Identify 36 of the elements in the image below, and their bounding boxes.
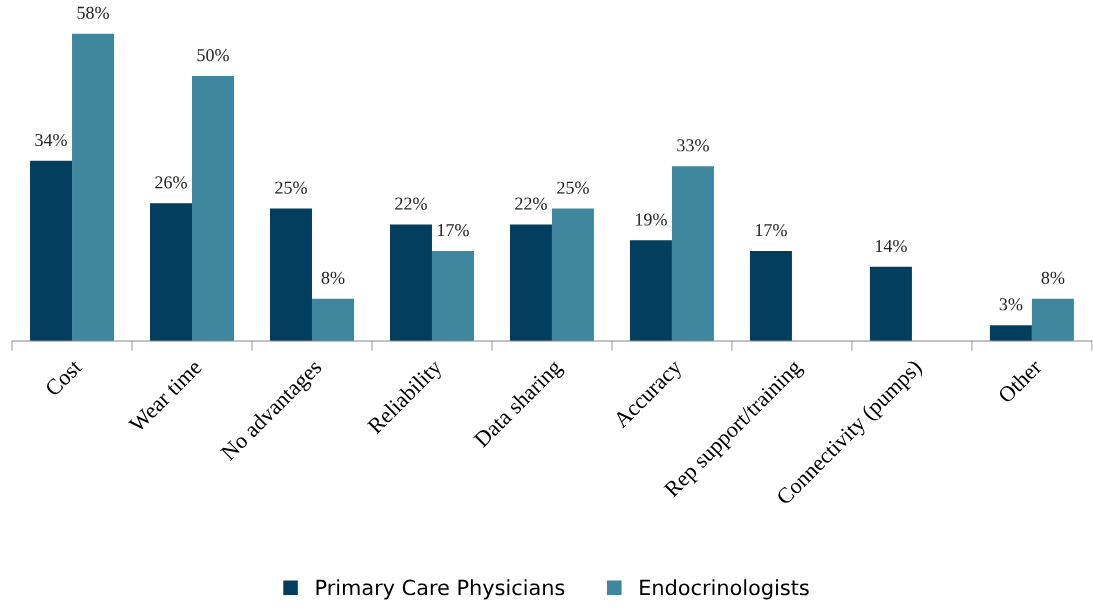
data-label: 17%: [755, 223, 787, 237]
data-label: 8%: [321, 271, 345, 284]
bar: [270, 208, 312, 342]
x-tick-label: Cost: [44, 358, 83, 397]
bar: [30, 160, 73, 342]
data-label: 19%: [636, 213, 667, 226]
bar: [509, 224, 552, 342]
bar: [629, 240, 672, 342]
bar: [72, 33, 115, 342]
data-label: 17%: [438, 223, 469, 237]
bar: [989, 325, 1032, 342]
bar: [311, 298, 354, 342]
bar: [389, 224, 432, 342]
data-label: 26%: [155, 176, 187, 189]
data-label: 3%: [999, 298, 1023, 311]
bar: [150, 203, 192, 342]
bar: [551, 208, 594, 342]
data-label: 34%: [35, 133, 67, 147]
data-label: 25%: [557, 181, 589, 194]
data-label: 14%: [875, 239, 907, 253]
x-tick-label: Wear time: [127, 358, 203, 434]
data-label: 58%: [77, 6, 109, 19]
bar: [749, 250, 792, 342]
data-label: 22%: [395, 197, 427, 210]
data-label: 25%: [275, 181, 307, 194]
data-label: 22%: [515, 197, 547, 210]
bar: [1031, 298, 1074, 342]
data-label: 50%: [197, 49, 229, 62]
legend-label: Primary Care Physicians: [316, 579, 565, 600]
data-label: 33%: [677, 139, 709, 152]
bar: [869, 266, 912, 342]
bar: [671, 166, 714, 342]
data-label: 8%: [1041, 271, 1065, 284]
legend-label: Endocrinologists: [640, 579, 809, 600]
bar: [192, 76, 234, 342]
bar: [431, 250, 474, 342]
